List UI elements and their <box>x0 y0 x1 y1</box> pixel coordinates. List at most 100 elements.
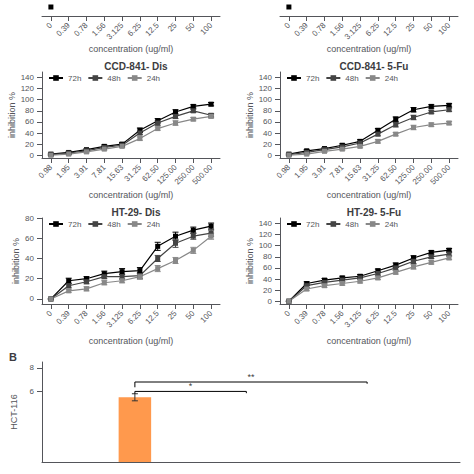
svg-text:0.78: 0.78 <box>72 308 90 326</box>
svg-text:concentration (ug/ml): concentration (ug/ml) <box>89 190 174 200</box>
svg-text:0: 0 <box>283 20 293 30</box>
svg-text:3.125: 3.125 <box>343 20 364 41</box>
svg-text:24h: 24h <box>385 74 398 83</box>
svg-text:60: 60 <box>25 117 34 126</box>
svg-text:50: 50 <box>422 20 435 33</box>
svg-text:48h: 48h <box>107 74 120 83</box>
svg-text:80: 80 <box>263 252 272 261</box>
svg-text:40: 40 <box>25 254 34 263</box>
svg-text:0: 0 <box>45 308 55 318</box>
svg-text:0.78: 0.78 <box>310 20 328 38</box>
svg-text:120: 120 <box>259 84 273 93</box>
svg-text:1.95: 1.95 <box>55 162 73 180</box>
svg-text:80: 80 <box>25 214 34 223</box>
svg-text:CCD-841- Dis: CCD-841- Dis <box>104 61 168 72</box>
svg-text:**: ** <box>247 372 255 382</box>
svg-text:20: 20 <box>25 140 34 149</box>
svg-text:12.5: 12.5 <box>144 20 162 38</box>
svg-text:80: 80 <box>263 106 272 115</box>
svg-text:25: 25 <box>166 308 179 321</box>
svg-text:40: 40 <box>25 129 34 138</box>
svg-text:60: 60 <box>263 263 272 272</box>
svg-text:25: 25 <box>404 20 417 33</box>
svg-text:3.91: 3.91 <box>72 162 90 180</box>
svg-text:120: 120 <box>21 84 35 93</box>
svg-text:140: 140 <box>21 73 35 82</box>
svg-text:0: 0 <box>30 151 35 160</box>
svg-text:inhibition %: inhibition % <box>245 92 255 138</box>
svg-text:inhibition %: inhibition % <box>245 238 255 284</box>
svg-text:50: 50 <box>184 20 197 33</box>
svg-text:24h: 24h <box>147 220 160 229</box>
svg-text:0.39: 0.39 <box>293 308 311 326</box>
svg-text:72h: 72h <box>306 220 319 229</box>
svg-text:6: 6 <box>30 387 35 396</box>
svg-text:25: 25 <box>404 308 417 321</box>
svg-text:6.25: 6.25 <box>364 20 382 38</box>
svg-text:100: 100 <box>259 241 273 250</box>
svg-text:31.25: 31.25 <box>123 162 144 183</box>
svg-text:12.5: 12.5 <box>382 308 400 326</box>
svg-text:concentration (ug/ml): concentration (ug/ml) <box>327 44 412 54</box>
svg-text:6.25: 6.25 <box>126 20 144 38</box>
svg-text:12.5: 12.5 <box>144 308 162 326</box>
svg-text:120: 120 <box>259 230 273 239</box>
svg-text:*: * <box>189 381 193 391</box>
svg-text:140: 140 <box>259 219 273 228</box>
svg-text:12.5: 12.5 <box>382 20 400 38</box>
svg-text:B: B <box>9 351 17 363</box>
svg-text:3.91: 3.91 <box>310 162 328 180</box>
svg-text:concentration (ug/ml): concentration (ug/ml) <box>327 190 412 200</box>
svg-text:100: 100 <box>436 20 452 36</box>
svg-text:50: 50 <box>422 308 435 321</box>
svg-text:8: 8 <box>30 363 35 372</box>
svg-text:72h: 72h <box>306 74 319 83</box>
svg-text:1.95: 1.95 <box>293 162 311 180</box>
svg-text:48h: 48h <box>345 220 358 229</box>
svg-text:inhibition %: inhibition % <box>7 92 17 138</box>
svg-text:0.39: 0.39 <box>293 20 311 38</box>
svg-text:0.98: 0.98 <box>37 162 55 180</box>
svg-text:50: 50 <box>184 308 197 321</box>
svg-text:100: 100 <box>198 308 214 324</box>
svg-text:0.78: 0.78 <box>72 20 90 38</box>
svg-text:0: 0 <box>283 308 293 318</box>
svg-text:HT-29- 5-Fu: HT-29- 5-Fu <box>347 207 401 218</box>
svg-text:inhibition %: inhibition % <box>11 238 21 284</box>
svg-text:48h: 48h <box>107 220 120 229</box>
svg-text:0: 0 <box>30 294 35 303</box>
svg-text:3.125: 3.125 <box>343 308 364 329</box>
svg-text:100: 100 <box>259 95 273 104</box>
svg-text:72h: 72h <box>68 220 81 229</box>
svg-text:0.98: 0.98 <box>275 162 293 180</box>
svg-text:0: 0 <box>268 151 273 160</box>
svg-text:80: 80 <box>25 106 34 115</box>
svg-text:24h: 24h <box>385 220 398 229</box>
svg-text:100: 100 <box>198 20 214 36</box>
svg-text:HCT-116: HCT-116 <box>9 394 19 429</box>
svg-text:31.25: 31.25 <box>361 162 382 183</box>
svg-text:6.25: 6.25 <box>364 308 382 326</box>
svg-text:0.39: 0.39 <box>55 308 73 326</box>
svg-text:concentration (ug/ml): concentration (ug/ml) <box>327 336 412 346</box>
svg-text:24h: 24h <box>147 74 160 83</box>
svg-text:concentration (ug/ml): concentration (ug/ml) <box>89 336 174 346</box>
svg-text:3.125: 3.125 <box>105 308 126 329</box>
svg-text:20: 20 <box>263 140 272 149</box>
svg-text:72h: 72h <box>68 74 81 83</box>
svg-text:0.78: 0.78 <box>310 308 328 326</box>
svg-text:6.25: 6.25 <box>126 308 144 326</box>
svg-text:concentration (ug/ml): concentration (ug/ml) <box>89 44 174 54</box>
svg-text:40: 40 <box>263 275 272 284</box>
svg-text:140: 140 <box>259 73 273 82</box>
svg-text:500.00: 500.00 <box>429 162 453 186</box>
svg-text:20: 20 <box>25 274 34 283</box>
svg-text:25: 25 <box>166 20 179 33</box>
svg-text:15.63: 15.63 <box>105 162 126 183</box>
svg-text:100: 100 <box>21 95 35 104</box>
svg-text:40: 40 <box>263 129 272 138</box>
svg-text:100: 100 <box>436 308 452 324</box>
svg-text:60: 60 <box>263 117 272 126</box>
svg-text:HT-29- Dis: HT-29- Dis <box>112 207 161 218</box>
svg-text:0.39: 0.39 <box>55 20 73 38</box>
